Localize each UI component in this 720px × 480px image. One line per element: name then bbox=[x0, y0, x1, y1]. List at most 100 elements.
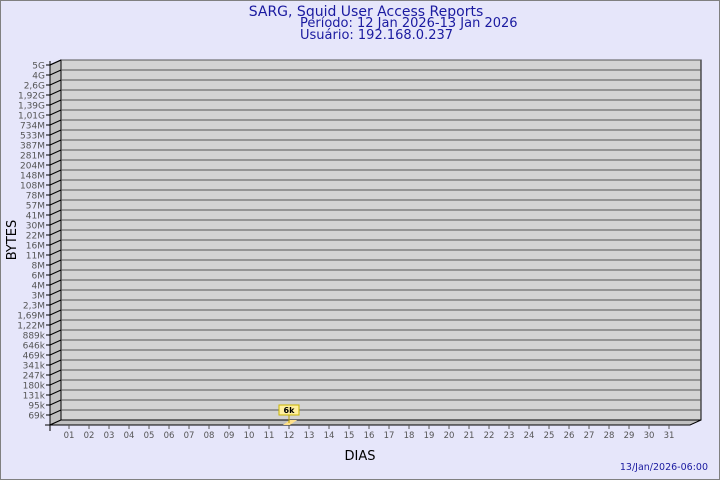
y-tick-depth bbox=[49, 229, 62, 236]
x-tick-label: 29 bbox=[624, 431, 635, 441]
y-tick-label: 108M bbox=[20, 182, 45, 192]
x-tick-label: 14 bbox=[324, 431, 335, 441]
x-tick-label: 07 bbox=[184, 431, 195, 441]
y-tick-depth bbox=[49, 279, 62, 286]
y-tick-label: 148M bbox=[20, 172, 45, 182]
y-tick-label: 8M bbox=[32, 262, 46, 272]
y-tick-depth bbox=[49, 389, 62, 396]
bar bbox=[283, 420, 297, 425]
x-tick-label: 08 bbox=[204, 431, 215, 441]
y-tick-label: 3M bbox=[32, 292, 46, 302]
y-tick-label: 1,01G bbox=[18, 112, 45, 122]
x-axis-label: DIAS bbox=[345, 449, 376, 464]
y-tick-depth bbox=[49, 59, 62, 66]
y-tick-depth bbox=[49, 249, 62, 256]
y-tick-label: 1,22M bbox=[17, 322, 45, 332]
y-tick-depth bbox=[49, 339, 62, 346]
y-tick-label: 889k bbox=[23, 332, 46, 342]
y-tick-depth bbox=[49, 379, 62, 386]
x-tick-label: 27 bbox=[584, 431, 595, 441]
x-tick-label: 04 bbox=[124, 431, 135, 441]
y-tick-label: 6M bbox=[32, 272, 46, 282]
y-axis-label: BYTES bbox=[5, 220, 20, 261]
y-tick-depth bbox=[49, 309, 62, 316]
x-tick-label: 25 bbox=[544, 431, 555, 441]
x-tick-label: 18 bbox=[404, 431, 415, 441]
y-tick-label: 16M bbox=[26, 242, 45, 252]
y-tick-label: 5G bbox=[32, 62, 45, 72]
y-tick-label: 533M bbox=[20, 132, 45, 142]
y-tick-depth bbox=[49, 109, 62, 116]
x-tick-label: 12 bbox=[284, 431, 295, 441]
y-tick-depth bbox=[49, 139, 62, 146]
y-tick-label: 734M bbox=[20, 122, 45, 132]
y-tick-depth bbox=[49, 359, 62, 366]
x-tick-label: 09 bbox=[224, 431, 235, 441]
chart-subtitle-user: Usuário: 192.168.0.237 bbox=[300, 28, 453, 43]
y-tick-depth bbox=[49, 69, 62, 76]
y-tick-depth bbox=[49, 179, 62, 186]
chart-subtitle-period: Período: 12 Jan 2026-13 Jan 2026 bbox=[300, 16, 518, 31]
data-label-box bbox=[278, 404, 300, 416]
y-tick-depth bbox=[49, 189, 62, 196]
y-tick-label: 57M bbox=[26, 202, 45, 212]
x-tick-label: 11 bbox=[264, 431, 275, 441]
x-tick-label: 13 bbox=[304, 431, 315, 441]
y-tick-label: 69k bbox=[28, 412, 45, 422]
y-tick-label: 180k bbox=[23, 382, 46, 392]
x-tick-label: 10 bbox=[244, 431, 255, 441]
x-tick-label: 26 bbox=[564, 431, 575, 441]
y-tick-depth bbox=[49, 169, 62, 176]
y-tick-depth bbox=[49, 209, 62, 216]
y-tick-depth bbox=[49, 119, 62, 126]
y-tick-label: 646k bbox=[23, 342, 46, 352]
y-tick-label: 204M bbox=[20, 162, 45, 172]
x-tick-label: 15 bbox=[344, 431, 355, 441]
y-tick-label: 1,92G bbox=[18, 92, 45, 102]
x-tick-label: 06 bbox=[164, 431, 175, 441]
y-tick-label: 387M bbox=[20, 142, 45, 152]
x-tick-label: 19 bbox=[424, 431, 435, 441]
y-tick-depth bbox=[49, 159, 62, 166]
x-tick-label: 28 bbox=[604, 431, 615, 441]
y-tick-label: 4G bbox=[32, 72, 45, 82]
y-tick-depth bbox=[49, 99, 62, 106]
y-tick-label: 30M bbox=[26, 222, 45, 232]
y-tick-label: 247k bbox=[23, 372, 46, 382]
y-tick-label: 2,6G bbox=[24, 82, 45, 92]
x-tick-label: 21 bbox=[464, 431, 475, 441]
y-tick-label: 281M bbox=[20, 152, 45, 162]
x-tick-label: 01 bbox=[64, 431, 75, 441]
x-tick-label: 30 bbox=[644, 431, 655, 441]
timestamp: 13/Jan/2026-06:00 bbox=[620, 462, 708, 473]
y-tick-depth bbox=[49, 259, 62, 266]
y-tick-label: 131k bbox=[23, 392, 46, 402]
y-tick-depth bbox=[49, 349, 62, 356]
y-tick-label: 95k bbox=[28, 402, 45, 412]
x-tick-label: 03 bbox=[104, 431, 115, 441]
chart-title: SARG, Squid User Access Reports bbox=[249, 4, 484, 20]
data-label: 6k bbox=[284, 406, 296, 415]
y-tick-label: 11M bbox=[26, 252, 45, 262]
x-tick-label: 02 bbox=[84, 431, 95, 441]
y-tick-depth bbox=[49, 269, 62, 276]
y-tick-label: 1,39G bbox=[18, 102, 45, 112]
y-tick-depth bbox=[49, 399, 62, 406]
x-tick-label: 05 bbox=[144, 431, 155, 441]
x-tick-label: 17 bbox=[384, 431, 395, 441]
y-tick-depth bbox=[49, 319, 62, 326]
x-tick-label: 31 bbox=[664, 431, 675, 441]
y-tick-depth bbox=[49, 329, 62, 336]
y-tick-depth bbox=[49, 239, 62, 246]
y-tick-depth bbox=[49, 219, 62, 226]
y-tick-label: 341k bbox=[23, 362, 46, 372]
y-tick-depth bbox=[49, 89, 62, 96]
x-tick-label: 24 bbox=[524, 431, 535, 441]
y-tick-depth bbox=[49, 79, 62, 86]
plot-floor bbox=[49, 419, 702, 426]
y-tick-label: 2,3M bbox=[23, 302, 45, 312]
y-tick-label: 469k bbox=[23, 352, 46, 362]
x-tick-label: 16 bbox=[364, 431, 375, 441]
y-tick-depth bbox=[49, 199, 62, 206]
